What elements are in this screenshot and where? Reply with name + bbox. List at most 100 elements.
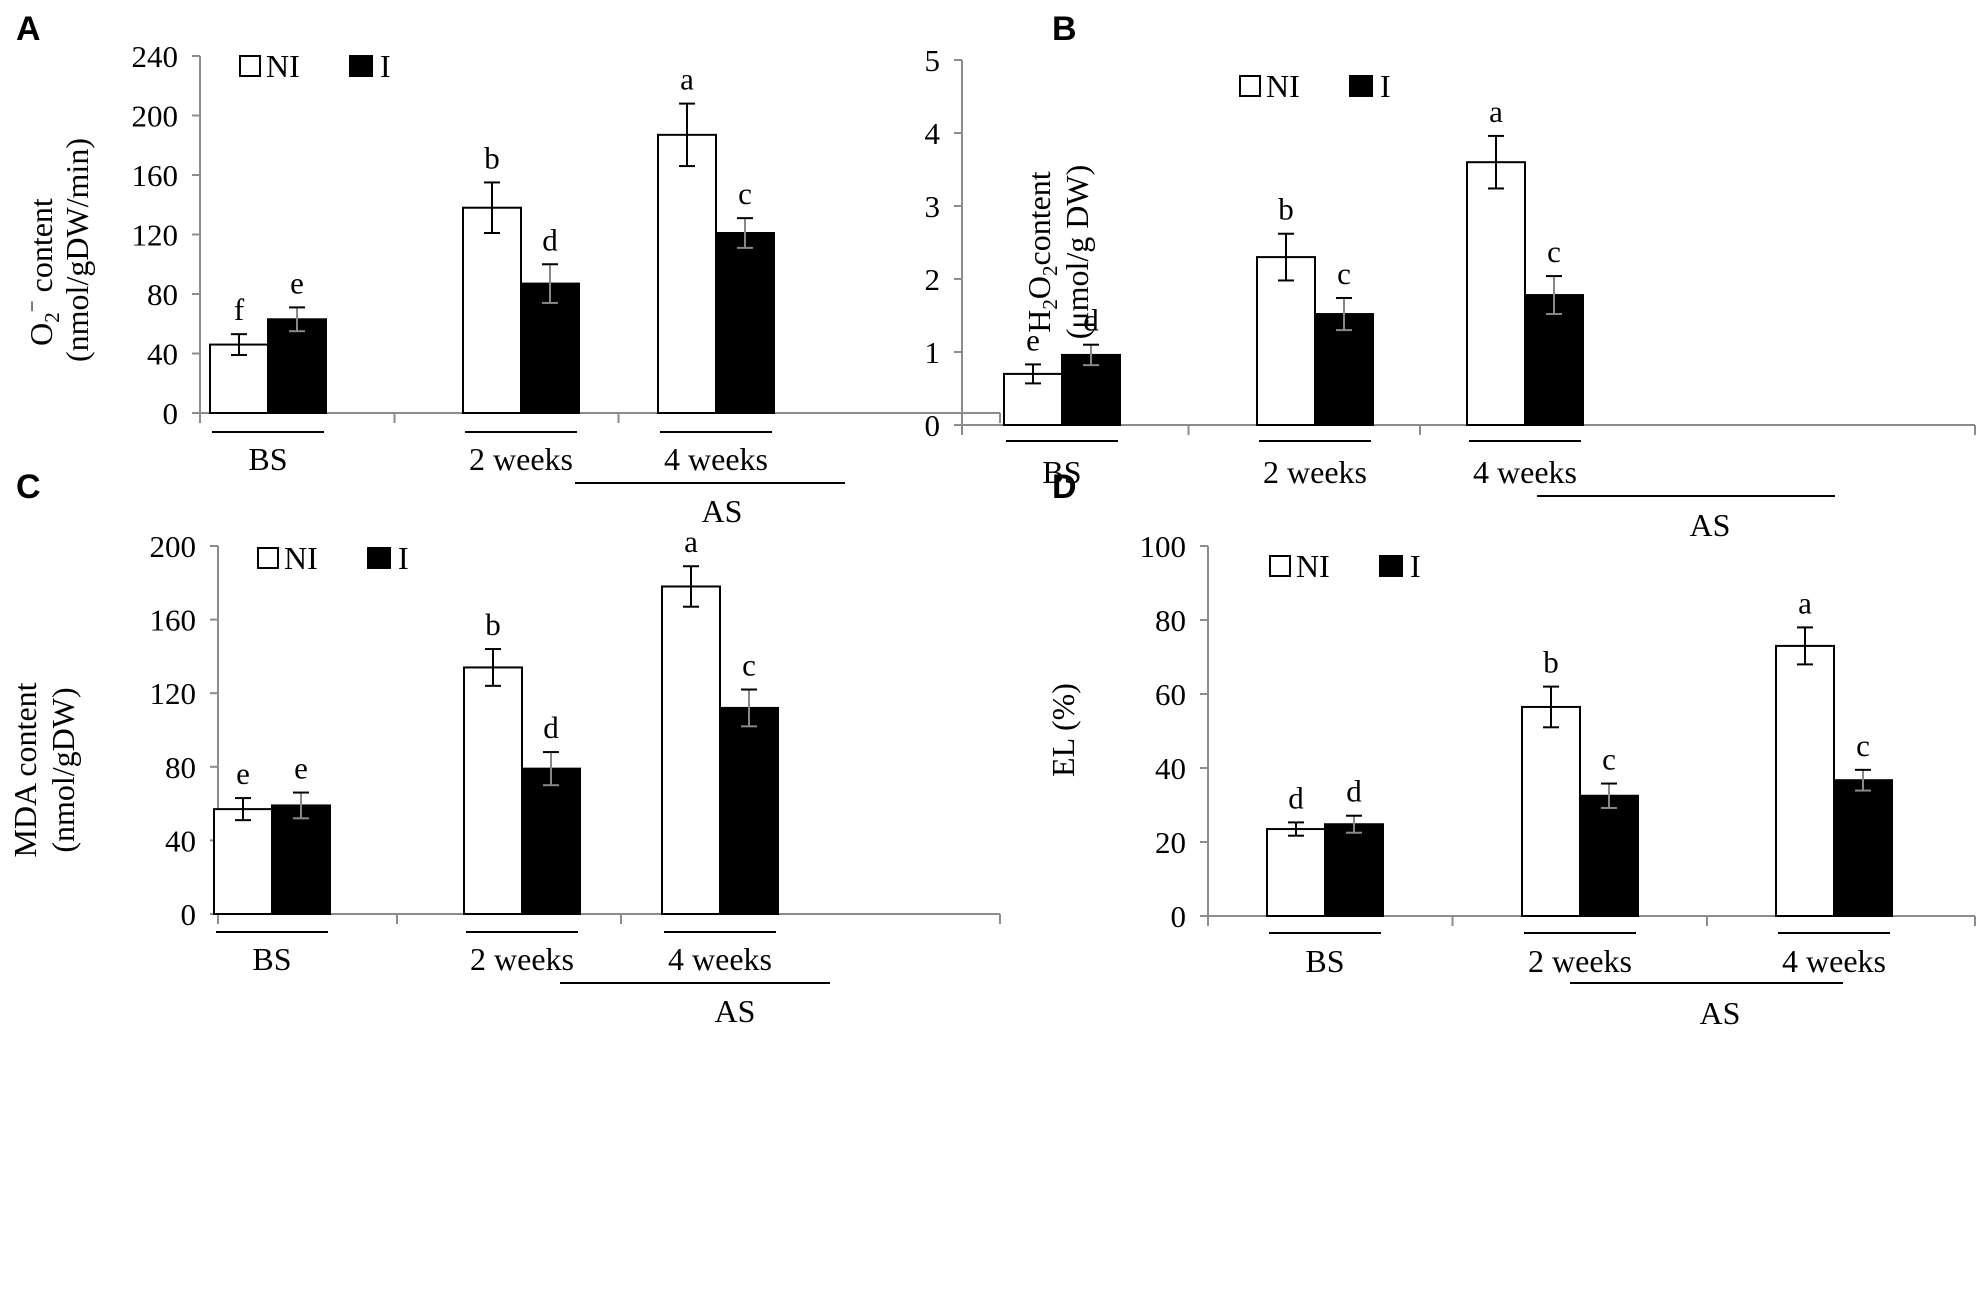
legend-swatch-ni bbox=[239, 55, 261, 77]
panel-letter-b: B bbox=[1052, 10, 1077, 48]
category-label: 2 weeks bbox=[1528, 943, 1632, 979]
panel-a: A O2− content (nmol/gDW/min) 04080120160… bbox=[16, 10, 1001, 529]
legend-label-ni: NI bbox=[1266, 68, 1300, 104]
significance-letter: e bbox=[236, 756, 250, 791]
panel-letter-c: C bbox=[16, 468, 41, 506]
category-label: BS bbox=[252, 941, 291, 977]
category-label: 2 weeks bbox=[469, 441, 573, 477]
y-tick-label: 0 bbox=[1171, 899, 1187, 934]
y-tick-label: 0 bbox=[181, 897, 197, 932]
y-tick-label: 120 bbox=[150, 676, 197, 711]
as-group-label: AS bbox=[702, 493, 743, 529]
bar-ni-2-weeks bbox=[1256, 256, 1316, 426]
significance-letter: f bbox=[234, 292, 245, 327]
y-tick-label: 160 bbox=[150, 603, 197, 638]
significance-letter: d bbox=[543, 710, 559, 745]
significance-letter: d bbox=[1083, 303, 1099, 338]
y-tick-label: 200 bbox=[132, 99, 179, 134]
significance-letter: a bbox=[1798, 585, 1812, 620]
legend-swatch-i bbox=[367, 547, 391, 569]
bar-ni-bs bbox=[213, 808, 273, 915]
significance-letter: e bbox=[290, 265, 304, 300]
bar-i-bs bbox=[267, 318, 327, 415]
bar-ni-4-weeks bbox=[1466, 161, 1526, 426]
y-axis-title-a: O2− content bbox=[20, 198, 64, 346]
y-tick-label: 240 bbox=[132, 39, 179, 74]
category-label: 4 weeks bbox=[1782, 943, 1886, 979]
significance-letter: b bbox=[1543, 645, 1559, 680]
significance-letter: a bbox=[680, 62, 694, 97]
panel-letter-a: A bbox=[16, 10, 41, 48]
y-tick-label: 120 bbox=[132, 218, 179, 253]
y-tick-label: 80 bbox=[147, 277, 178, 312]
bar-i-2-weeks bbox=[521, 767, 581, 916]
y-tick-label: 20 bbox=[1155, 825, 1186, 860]
legend-label-ni: NI bbox=[284, 540, 318, 576]
bar-i-bs bbox=[271, 804, 331, 915]
y-axis-units-c: (nmol/gDW) bbox=[45, 687, 81, 852]
significance-letter: c bbox=[738, 176, 752, 211]
y-tick-label: 4 bbox=[925, 116, 941, 151]
bar-i-bs bbox=[1324, 823, 1384, 917]
as-group-label: AS bbox=[1700, 995, 1741, 1031]
significance-letter: b bbox=[484, 140, 500, 175]
category-label: BS bbox=[248, 441, 287, 477]
y-tick-label: 40 bbox=[165, 823, 196, 858]
y-tick-label: 5 bbox=[925, 43, 941, 78]
legend-label-i: I bbox=[380, 48, 391, 84]
y-tick-label: 80 bbox=[165, 750, 196, 785]
bar-ni-2-weeks bbox=[1521, 705, 1581, 918]
significance-letter: e bbox=[294, 751, 308, 786]
bar-ni-4-weeks bbox=[1775, 644, 1835, 918]
y-tick-label: 80 bbox=[1155, 603, 1186, 638]
y-axis-title-c: MDA content bbox=[7, 682, 43, 857]
as-group-label: AS bbox=[715, 993, 756, 1029]
panel-letter-d: D bbox=[1052, 468, 1077, 506]
legend-swatch-ni bbox=[1239, 75, 1261, 97]
y-tick-label: 2 bbox=[925, 262, 941, 297]
legend-swatch-ni bbox=[1269, 555, 1291, 577]
y-axis-title-b: H2O2content bbox=[1021, 171, 1062, 333]
y-tick-label: 3 bbox=[925, 189, 941, 224]
panel-c: C MDA content (nmol/gDW) 0 40 80 120 160 200 e… bbox=[7, 468, 1001, 1029]
y-tick-label: 0 bbox=[925, 408, 941, 443]
significance-letter: c bbox=[1856, 728, 1870, 763]
as-group-label: AS bbox=[1690, 507, 1731, 543]
category-label: 2 weeks bbox=[1263, 454, 1367, 490]
significance-letter: d bbox=[542, 222, 558, 257]
bar-i-4-weeks bbox=[715, 232, 775, 414]
legend-swatch-i bbox=[1379, 555, 1403, 577]
significance-letter: c bbox=[742, 648, 756, 683]
significance-letter: b bbox=[485, 607, 501, 642]
panel-b: B H2O2content (μmol/g DW) 0 1 2 3 4 5 e d BS b c 2 … bbox=[925, 10, 1976, 543]
category-label: BS bbox=[1305, 943, 1344, 979]
bar-i-4-weeks bbox=[719, 706, 779, 915]
category-label: BS bbox=[1042, 454, 1081, 490]
bar-ni-4-weeks bbox=[661, 585, 721, 915]
bar-i-4-weeks bbox=[1833, 779, 1893, 918]
legend-label-ni: NI bbox=[266, 48, 300, 84]
significance-letter: d bbox=[1346, 774, 1362, 809]
y-tick-label: 200 bbox=[150, 529, 197, 564]
bar-i-bs bbox=[1061, 353, 1121, 427]
significance-letter: c bbox=[1602, 742, 1616, 777]
significance-letter: a bbox=[1489, 94, 1503, 129]
legend-swatch-i bbox=[1349, 75, 1373, 97]
significance-letter: e bbox=[1026, 322, 1040, 357]
category-label: 4 weeks bbox=[668, 941, 772, 977]
bar-ni-2-weeks bbox=[462, 206, 522, 414]
y-tick-label: 0 bbox=[163, 396, 179, 431]
y-axis-title-d: EL (%) bbox=[1045, 683, 1081, 777]
legend-label-i: I bbox=[1410, 548, 1421, 584]
y-tick-label: 1 bbox=[925, 335, 941, 370]
y-tick-label: 40 bbox=[147, 337, 178, 372]
significance-letter: a bbox=[684, 524, 698, 559]
bar-i-2-weeks bbox=[520, 282, 580, 414]
bar-ni-4-weeks bbox=[657, 133, 717, 414]
y-axis-units-b: (μmol/g DW) bbox=[1059, 165, 1095, 339]
y-tick-label: 40 bbox=[1155, 751, 1186, 786]
category-label: 4 weeks bbox=[1473, 454, 1577, 490]
bar-ni-bs bbox=[1266, 828, 1326, 917]
legend-label-i: I bbox=[1380, 68, 1391, 104]
